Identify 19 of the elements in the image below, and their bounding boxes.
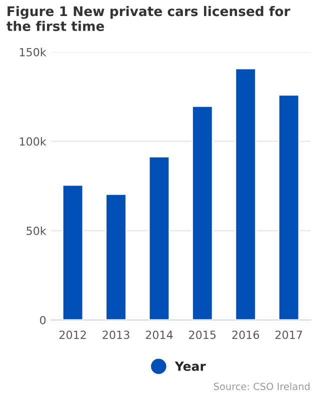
y-tick-label: 50k [26, 226, 46, 236]
bar [105, 194, 127, 320]
bar [148, 156, 170, 320]
y-tick-label: 100k [20, 137, 46, 146]
x-tick-label: 2013 [102, 330, 130, 340]
bar [234, 68, 256, 320]
bar [278, 94, 300, 320]
x-tick-label: 2017 [275, 330, 302, 340]
source-note: Source: CSO Ireland [214, 382, 310, 390]
legend-label: Year [174, 362, 206, 371]
x-tick-label: 2015 [189, 330, 216, 340]
x-tick-label: 2014 [146, 330, 173, 340]
x-tick-label: 2012 [59, 330, 86, 340]
bar [192, 105, 214, 320]
y-tick-label: 150k [20, 48, 46, 56]
x-tick-label: 2016 [232, 330, 260, 340]
y-tick-label: 0 [40, 316, 46, 324]
bar [62, 184, 84, 320]
chart-title: Figure 1 New private cars licensed for the first time [6, 6, 290, 32]
